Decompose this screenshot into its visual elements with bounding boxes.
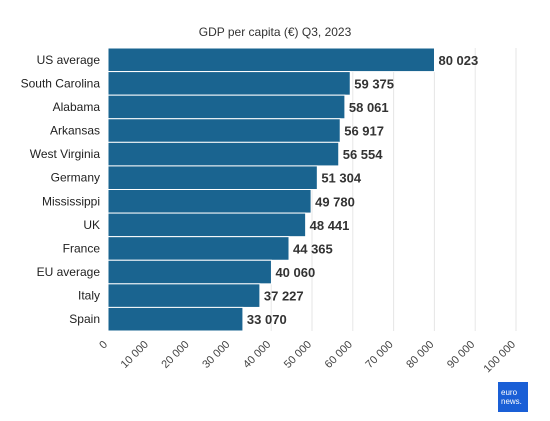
bar-11 [107, 306, 244, 332]
x-tick-label: 40 000 [241, 339, 273, 371]
data-label: 37 227 [264, 289, 304, 304]
bar-5 [107, 165, 318, 191]
data-label: 40 060 [275, 265, 315, 280]
data-label: 51 304 [321, 171, 362, 186]
bar-7 [107, 212, 307, 238]
data-labels: 80 023 59 375 58 061 56 917 56 554 51 304 49 7… [247, 53, 478, 327]
data-label: 80 023 [438, 53, 478, 68]
category-label: EU average [37, 265, 101, 279]
data-label: 56 554 [343, 147, 384, 162]
bar-1 [107, 71, 351, 96]
category-label: West Virginia [30, 147, 101, 161]
x-tick-label: 70 000 [363, 339, 395, 371]
category-label: Mississippi [42, 194, 100, 208]
bar-4 [107, 141, 340, 167]
category-label: South Carolina [21, 76, 101, 90]
bar-10 [107, 283, 261, 308]
category-label: France [63, 241, 101, 255]
x-tick-label: 80 000 [404, 339, 436, 371]
logo-line-1: euro [501, 388, 518, 397]
x-tick-label: 0 [97, 339, 110, 352]
category-label: US average [37, 53, 101, 67]
category-label: Germany [51, 171, 100, 185]
bar-9 [107, 259, 272, 285]
bar-3 [107, 118, 341, 143]
bar-6 [107, 189, 312, 214]
x-tick-label: 10 000 [119, 339, 151, 371]
x-tick-label: 20 000 [159, 339, 191, 371]
category-label: UK [83, 218, 100, 232]
x-axis-tick-labels: 0 10 000 20 000 30 000 40 000 50 000 60 000 70 … [97, 339, 518, 376]
bar-0 [107, 47, 435, 73]
data-label: 59 375 [354, 76, 394, 91]
category-label: Alabama [53, 100, 101, 114]
data-label: 49 780 [315, 194, 355, 209]
data-label: 58 061 [349, 100, 389, 115]
x-tick-label: 90 000 [445, 339, 477, 371]
chart-title: GDP per capita (€) Q3, 2023 [199, 25, 352, 39]
data-label: 44 365 [293, 241, 333, 256]
x-tick-label: 60 000 [323, 339, 355, 371]
bar-8 [107, 236, 290, 261]
category-label: Arkansas [50, 124, 100, 138]
category-labels: US average South Carolina Alabama Arkansas W… [21, 53, 101, 326]
x-tick-label: 50 000 [282, 339, 314, 371]
category-label: Spain [69, 312, 100, 326]
x-tick-label: 100 000 [482, 339, 519, 376]
data-label: 48 441 [310, 218, 350, 233]
x-tick-label: 30 000 [200, 339, 232, 371]
data-label: 56 917 [344, 124, 384, 139]
euronews-logo: euro news. [498, 382, 528, 412]
bar-2 [107, 94, 346, 120]
data-label: 33 070 [247, 312, 287, 327]
bars [107, 47, 435, 332]
logo-line-2: news. [501, 397, 522, 406]
category-label: Italy [78, 289, 100, 303]
